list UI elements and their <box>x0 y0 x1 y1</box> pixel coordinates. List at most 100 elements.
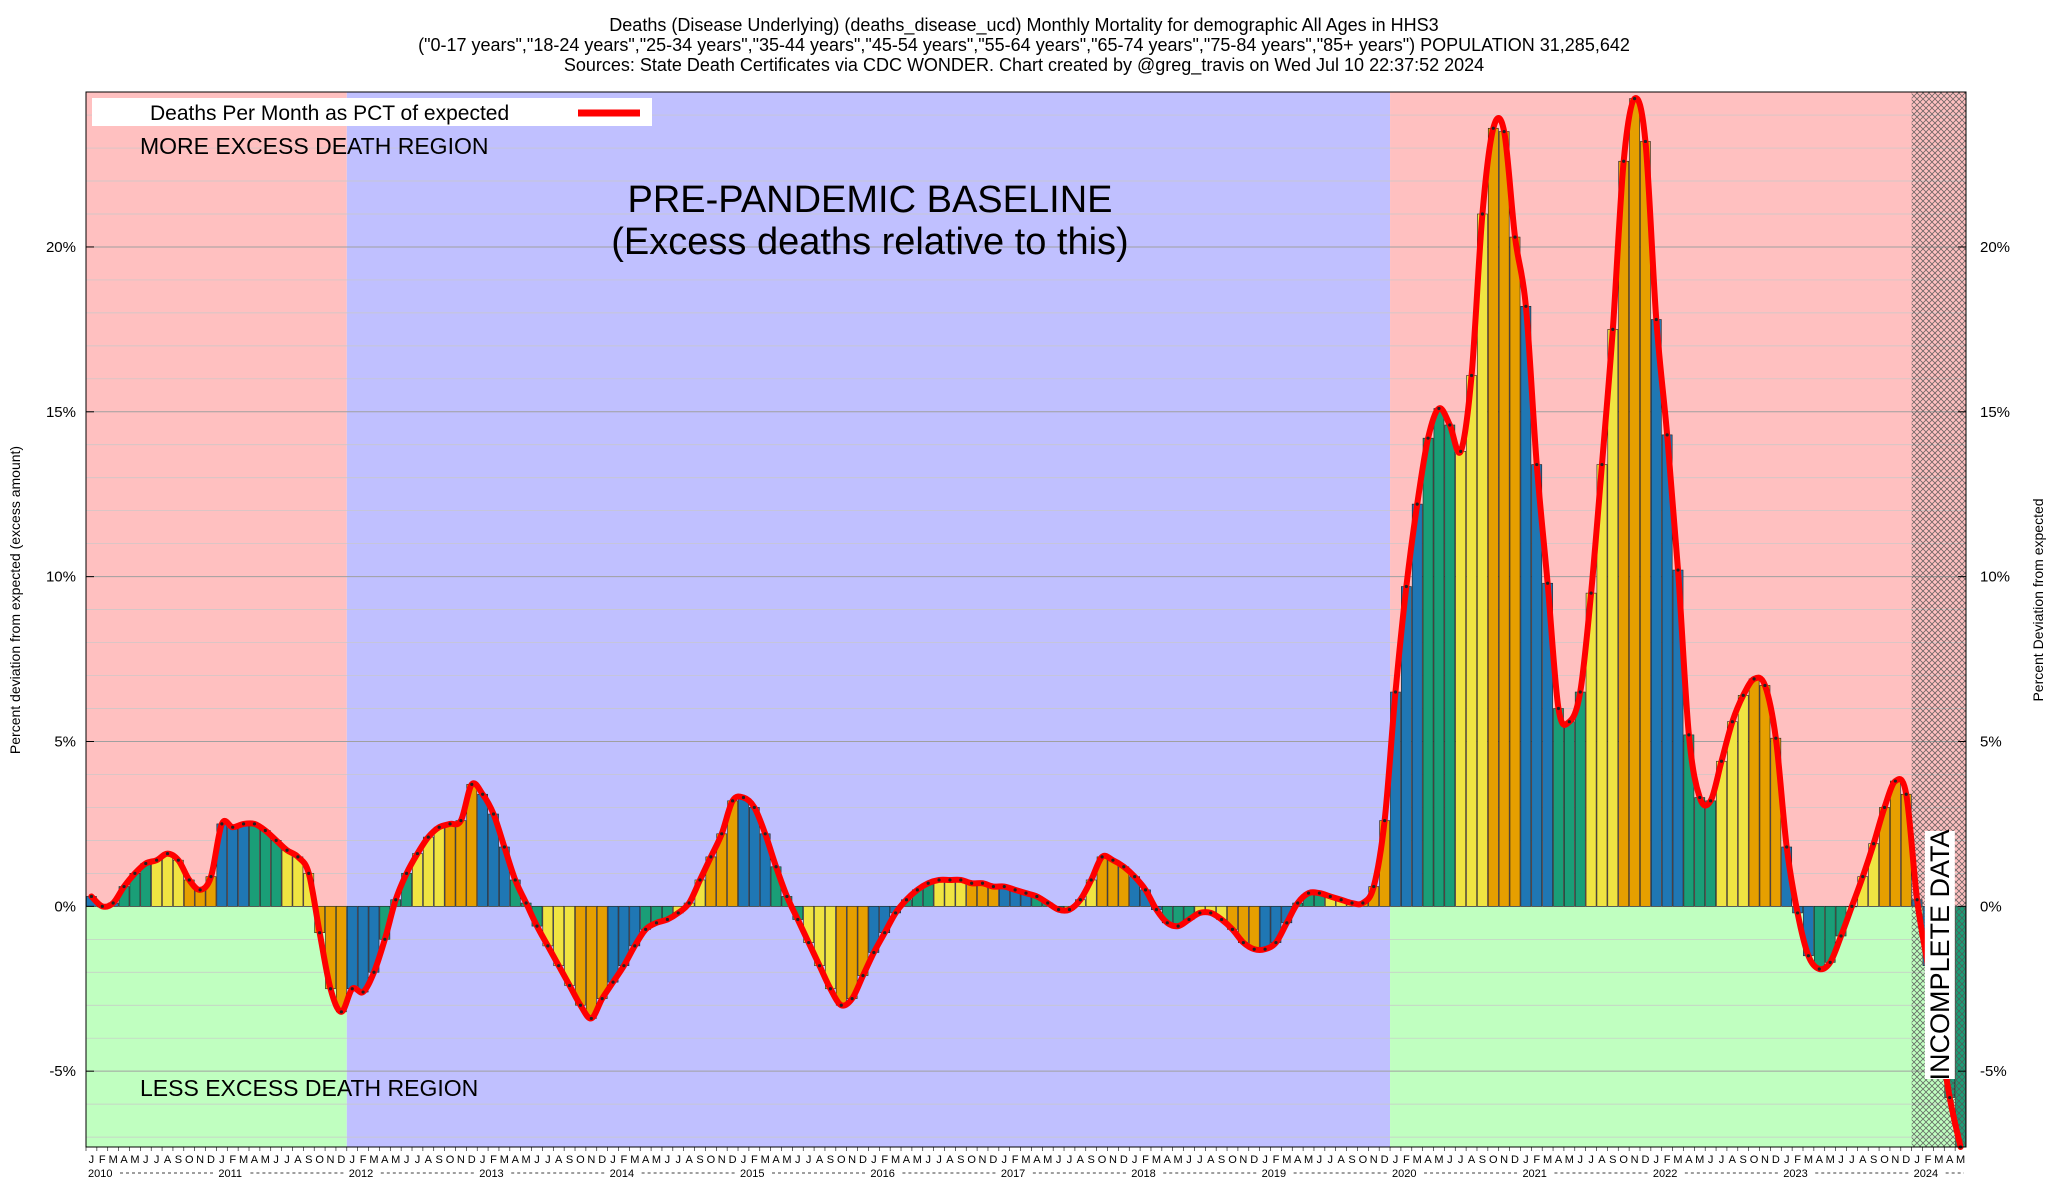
data-point <box>883 931 887 935</box>
data-point <box>394 898 398 902</box>
data-point <box>1861 875 1865 879</box>
x-month-label: J <box>1317 1154 1323 1166</box>
x-month-label: O <box>1098 1154 1107 1166</box>
x-month-label: D <box>1641 1154 1649 1166</box>
x-month-label: O <box>1359 1154 1368 1166</box>
x-month-label: J <box>1708 1154 1714 1166</box>
x-month-label: F <box>751 1154 758 1166</box>
x-month-label: M <box>652 1154 661 1166</box>
bar <box>292 856 304 907</box>
x-month-label: O <box>707 1154 716 1166</box>
x-month-label: J <box>871 1154 877 1166</box>
less-excess-region-left <box>86 906 347 1147</box>
bar <box>585 906 597 1019</box>
data-point <box>959 878 963 882</box>
x-month-label: A <box>642 1154 650 1166</box>
data-point <box>1089 878 1093 882</box>
data-point <box>1469 373 1474 378</box>
x-month-label: A <box>120 1154 128 1166</box>
baseline-region <box>346 92 1391 1147</box>
data-point <box>176 858 180 862</box>
data-point <box>752 805 756 810</box>
data-point <box>730 799 735 803</box>
x-month-label: M <box>761 1154 770 1166</box>
data-point <box>774 865 778 869</box>
legend-label: Deaths Per Month as PCT of expected <box>150 102 509 125</box>
data-point <box>1426 436 1430 440</box>
x-month-label: S <box>1740 1154 1747 1166</box>
x-month-label: S <box>436 1154 443 1166</box>
x-month-label: J <box>1186 1154 1192 1166</box>
bar <box>1650 319 1662 907</box>
x-month-label: J <box>1849 1154 1855 1166</box>
bar <box>1564 721 1575 907</box>
data-point <box>1122 865 1126 869</box>
bar <box>846 906 858 999</box>
x-month-label: J <box>1056 1154 1062 1166</box>
data-point <box>1133 875 1137 879</box>
x-month-label: J <box>219 1154 225 1166</box>
data-point <box>1252 947 1256 951</box>
x-month-label: M <box>391 1154 400 1166</box>
data-point <box>263 828 267 833</box>
data-point <box>970 881 974 885</box>
x-year-label: 2019 <box>1262 1168 1286 1180</box>
data-point <box>948 878 952 882</box>
data-point <box>1404 584 1408 589</box>
bar <box>422 836 434 907</box>
data-point <box>1154 908 1159 912</box>
bar <box>162 853 173 907</box>
data-point <box>1035 894 1039 899</box>
bar <box>1509 236 1521 907</box>
x-month-label: A <box>555 1154 563 1166</box>
data-point <box>1665 433 1669 437</box>
x-month-label: D <box>1772 1154 1780 1166</box>
y-tick-label-right: 10% <box>1980 569 2010 586</box>
data-point <box>926 881 930 885</box>
x-month-label: A <box>512 1154 520 1166</box>
x-month-label: D <box>1381 1154 1389 1166</box>
data-point <box>611 980 615 984</box>
bar <box>944 879 956 907</box>
more-excess-region-left <box>86 92 347 907</box>
data-point <box>698 878 702 882</box>
x-month-label: S <box>957 1154 964 1166</box>
x-month-label: J <box>89 1154 95 1166</box>
chart-title-line3: Sources: State Death Certificates via CD… <box>564 55 1484 76</box>
legend-box <box>92 98 652 126</box>
x-year-label: 2024 <box>1914 1168 1938 1180</box>
x-month-label: A <box>1033 1154 1041 1166</box>
x-month-label: M <box>1934 1154 1943 1166</box>
x-month-label: J <box>415 1154 421 1166</box>
bar <box>1444 424 1456 907</box>
x-month-label: D <box>729 1154 737 1166</box>
y-tick-label-left: 0% <box>54 898 76 915</box>
x-month-label: O <box>1489 1154 1498 1166</box>
data-point <box>567 983 572 988</box>
data-point <box>513 878 517 882</box>
x-month-label: F <box>621 1154 628 1166</box>
y-tick-label-right: 20% <box>1980 239 2010 256</box>
x-year-label: 2023 <box>1783 1168 1807 1180</box>
data-point <box>372 970 376 974</box>
data-point <box>426 835 430 839</box>
bar <box>1813 906 1825 970</box>
bar <box>238 823 249 907</box>
data-point <box>1448 423 1452 427</box>
x-month-label: J <box>676 1154 682 1166</box>
bar <box>1433 408 1445 907</box>
x-month-label: M <box>1673 1154 1682 1166</box>
y-tick-label-right: 0% <box>1980 898 2002 915</box>
x-month-label: F <box>1403 1154 1410 1166</box>
x-month-label: A <box>1946 1154 1954 1166</box>
bar <box>1890 780 1901 907</box>
x-year-label: 2022 <box>1653 1168 1677 1180</box>
x-month-label: F <box>360 1154 367 1166</box>
x-month-label: N <box>1891 1154 1899 1166</box>
x-month-label: M <box>782 1154 791 1166</box>
x-month-label: A <box>1207 1154 1215 1166</box>
data-point <box>1437 406 1441 411</box>
data-point <box>633 944 637 948</box>
data-point <box>622 964 626 968</box>
x-month-label: D <box>1511 1154 1519 1166</box>
